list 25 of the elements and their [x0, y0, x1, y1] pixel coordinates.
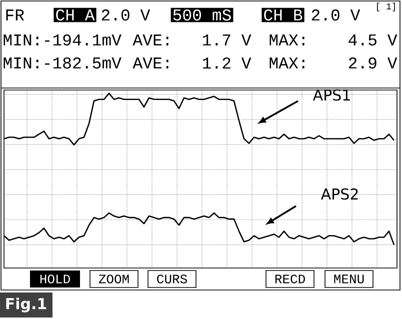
text: HOLD — [40, 274, 70, 284]
text: MAX: — [270, 58, 304, 68]
text: 2.9 V — [348, 57, 398, 69]
text: CURS — [157, 274, 187, 284]
text: 2.0 V — [102, 9, 150, 21]
text: MIN:-182.5mV — [4, 57, 122, 69]
text: AVE: — [132, 58, 168, 68]
text: 1.7 V — [202, 34, 252, 46]
text: APS1 — [312, 89, 350, 101]
text: FR — [6, 10, 24, 20]
text: RECD — [275, 274, 305, 284]
text: MENU — [334, 274, 364, 284]
text: 1.2 V — [202, 57, 252, 69]
text: [ 1] — [377, 2, 395, 12]
text: APS2 — [320, 188, 358, 200]
text: AVE: — [132, 34, 168, 46]
caption: Fig.1 — [6, 298, 46, 312]
text: CH A — [56, 9, 95, 21]
text: ZOOM — [98, 274, 129, 284]
text: MAX: — [270, 34, 304, 46]
text: CH B — [264, 9, 302, 21]
text: 4.5 V — [348, 34, 398, 46]
text: 500 mS — [173, 9, 231, 21]
text: MIN:-194.1mV — [4, 34, 122, 46]
text: 2.0 V — [312, 9, 360, 21]
